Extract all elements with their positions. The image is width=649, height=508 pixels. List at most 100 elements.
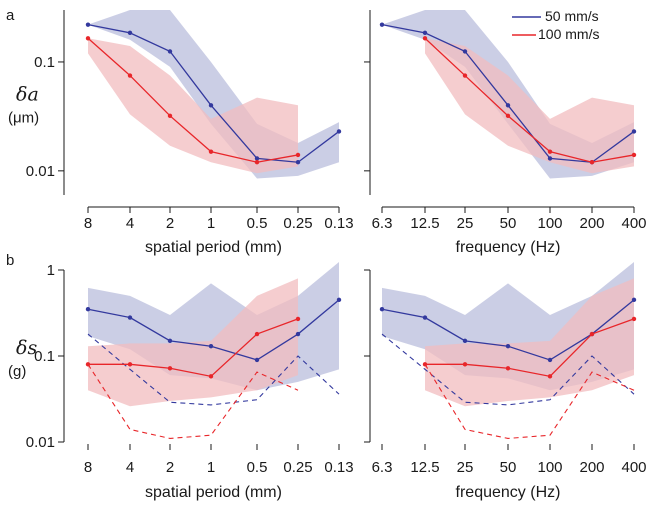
data-point [462, 49, 468, 54]
y-axis-unit: (g) [8, 363, 26, 380]
data-point [547, 374, 553, 379]
x-tick-label: 0.25 [283, 459, 312, 476]
chart-a-left: 0.01 0.1 8 4 2 1 0.5 0.25 0.13 spatial period (mm… [8, 10, 354, 256]
x-tick-label: 0.5 [247, 459, 268, 476]
data-point [422, 36, 428, 41]
x-tick-label: 0.25 [283, 215, 312, 232]
x-tick-label: 50 [500, 459, 517, 476]
x-tick-label: 200 [579, 459, 604, 476]
data-point [254, 331, 260, 337]
data-point [208, 344, 214, 349]
legend-label: 50 mm/s [545, 8, 599, 24]
x-axis-label: spatial period (mm) [145, 484, 282, 501]
data-point [462, 73, 468, 78]
x-tick-label: 1 [207, 215, 215, 232]
data-point [589, 331, 595, 337]
data-point [295, 152, 301, 158]
band-100-mm-s [88, 278, 298, 407]
data-point [631, 316, 637, 322]
x-tick-label: 100 [537, 215, 562, 232]
data-point [547, 149, 553, 154]
data-point [127, 362, 133, 367]
data-point [127, 73, 133, 78]
x-tick-label: 200 [579, 215, 604, 232]
series-line-100-mm-s [87, 37, 299, 163]
chart-a-right: 6.3 12.5 25 50 100 200 400 frequency (Hz) [364, 10, 647, 256]
chart-b-right: 6.3 12.5 25 50 100 200 400 frequency (Hz) [364, 262, 647, 501]
data-point [422, 30, 428, 36]
x-axis-label: frequency (Hz) [456, 239, 561, 256]
y-tick-label: 0.01 [26, 434, 55, 451]
x-tick-label: 2 [166, 459, 174, 476]
x-axis-label: frequency (Hz) [456, 484, 561, 501]
y-axis-unit: (μm) [8, 110, 39, 127]
data-point [336, 129, 342, 134]
data-point [631, 297, 637, 303]
data-point [167, 338, 173, 344]
data-point [85, 307, 91, 312]
data-point [85, 36, 91, 41]
x-tick-label: 0.13 [324, 215, 353, 232]
legend-label: 100 mm/s [538, 26, 599, 42]
x-axis-label: spatial period (mm) [145, 239, 282, 256]
data-point [254, 357, 260, 363]
x-tick-label: 25 [457, 459, 474, 476]
data-point [336, 297, 342, 303]
y-tick-label: 0.1 [34, 54, 55, 71]
panel-label-b: b [6, 252, 14, 269]
data-point [379, 307, 385, 312]
dashed-line-50-mm-s [87, 333, 340, 406]
data-point [167, 49, 173, 54]
data-point [127, 30, 133, 36]
data-point [295, 316, 301, 322]
data-point [422, 315, 428, 320]
data-point [85, 22, 91, 27]
data-point [127, 315, 133, 320]
series-line-100-mm-s [425, 318, 635, 378]
data-point [295, 331, 301, 337]
data-point [254, 160, 260, 165]
x-tick-label: 4 [126, 459, 134, 476]
y-tick-label: 0.1 [34, 348, 55, 365]
data-point [422, 362, 428, 367]
chart-b-left: 0.01 0.1 1 8 4 2 1 0.5 0.25 0.13 spatial period (m… [8, 262, 354, 501]
data-point [208, 374, 214, 379]
x-tick-label: 2 [166, 215, 174, 232]
series-line-100-mm-s [88, 318, 299, 378]
dashed-line-100-mm-s [424, 364, 635, 439]
data-point [505, 113, 511, 119]
data-point [208, 103, 214, 108]
band-100-mm-s [425, 38, 634, 174]
x-tick-label: 6.3 [372, 459, 393, 476]
x-tick-label: 8 [84, 459, 92, 476]
data-point [167, 366, 173, 371]
data-point [462, 338, 468, 344]
data-point [505, 366, 511, 371]
x-tick-label: 6.3 [372, 215, 393, 232]
data-point [167, 113, 173, 119]
data-point [631, 129, 637, 134]
dashed-line-50-mm-s [381, 333, 635, 406]
x-tick-label: 4 [126, 215, 134, 232]
data-point [589, 160, 595, 165]
data-point [631, 152, 637, 158]
data-point [547, 357, 553, 363]
data-point [379, 22, 385, 27]
data-point [208, 149, 214, 154]
x-tick-label: 100 [537, 459, 562, 476]
data-point [85, 362, 91, 367]
data-point [547, 156, 553, 161]
x-tick-label: 8 [84, 215, 92, 232]
series-line-100-mm-s [424, 37, 635, 163]
x-tick-label: 400 [621, 215, 646, 232]
band-100-mm-s [88, 38, 298, 174]
data-point [505, 344, 511, 349]
data-point [462, 362, 468, 367]
panel-label-a: a [6, 7, 15, 24]
x-tick-label: 1 [207, 459, 215, 476]
x-tick-label: 0.5 [247, 215, 268, 232]
data-point [295, 160, 301, 165]
x-tick-label: 25 [457, 215, 474, 232]
band-100-mm-s [425, 278, 634, 407]
x-tick-label: 50 [500, 215, 517, 232]
